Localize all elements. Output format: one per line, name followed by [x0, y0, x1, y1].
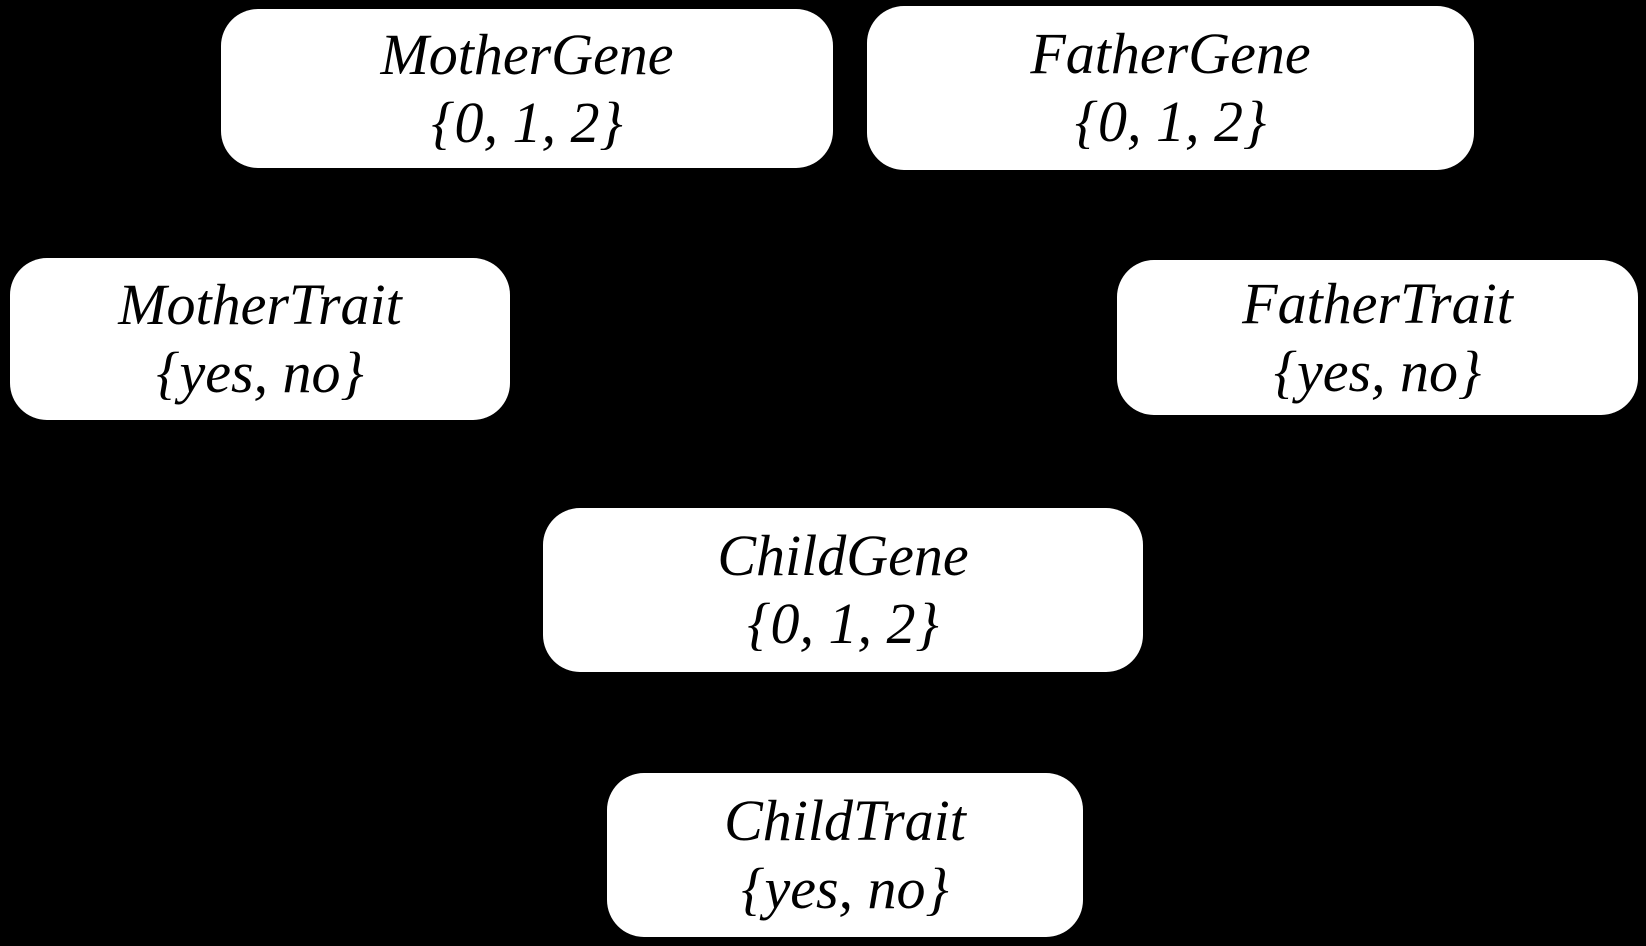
- node-child-trait-domain: {yes, no}: [741, 856, 949, 921]
- node-father-gene-domain: {0, 1, 2}: [1074, 89, 1267, 154]
- node-child-trait[interactable]: ChildTrait {yes, no}: [607, 773, 1083, 937]
- node-mother-gene-label: MotherGene: [380, 21, 674, 87]
- node-father-trait[interactable]: FatherTrait {yes, no}: [1117, 260, 1638, 415]
- node-child-gene-domain: {0, 1, 2}: [747, 591, 939, 656]
- node-mother-trait-domain: {yes, no}: [156, 340, 364, 405]
- node-father-gene[interactable]: FatherGene {0, 1, 2}: [867, 6, 1474, 170]
- node-mother-trait-label: MotherTrait: [118, 272, 402, 337]
- node-father-trait-domain: {yes, no}: [1273, 338, 1482, 404]
- node-child-gene[interactable]: ChildGene {0, 1, 2}: [543, 508, 1143, 672]
- node-child-trait-label: ChildTrait: [724, 788, 966, 853]
- node-mother-gene[interactable]: MotherGene {0, 1, 2}: [221, 9, 833, 168]
- node-mother-trait[interactable]: MotherTrait {yes, no}: [10, 258, 510, 420]
- node-mother-gene-domain: {0, 1, 2}: [431, 89, 623, 155]
- node-father-trait-label: FatherTrait: [1242, 270, 1513, 336]
- node-father-gene-label: FatherGene: [1030, 21, 1311, 86]
- node-child-gene-label: ChildGene: [717, 523, 969, 588]
